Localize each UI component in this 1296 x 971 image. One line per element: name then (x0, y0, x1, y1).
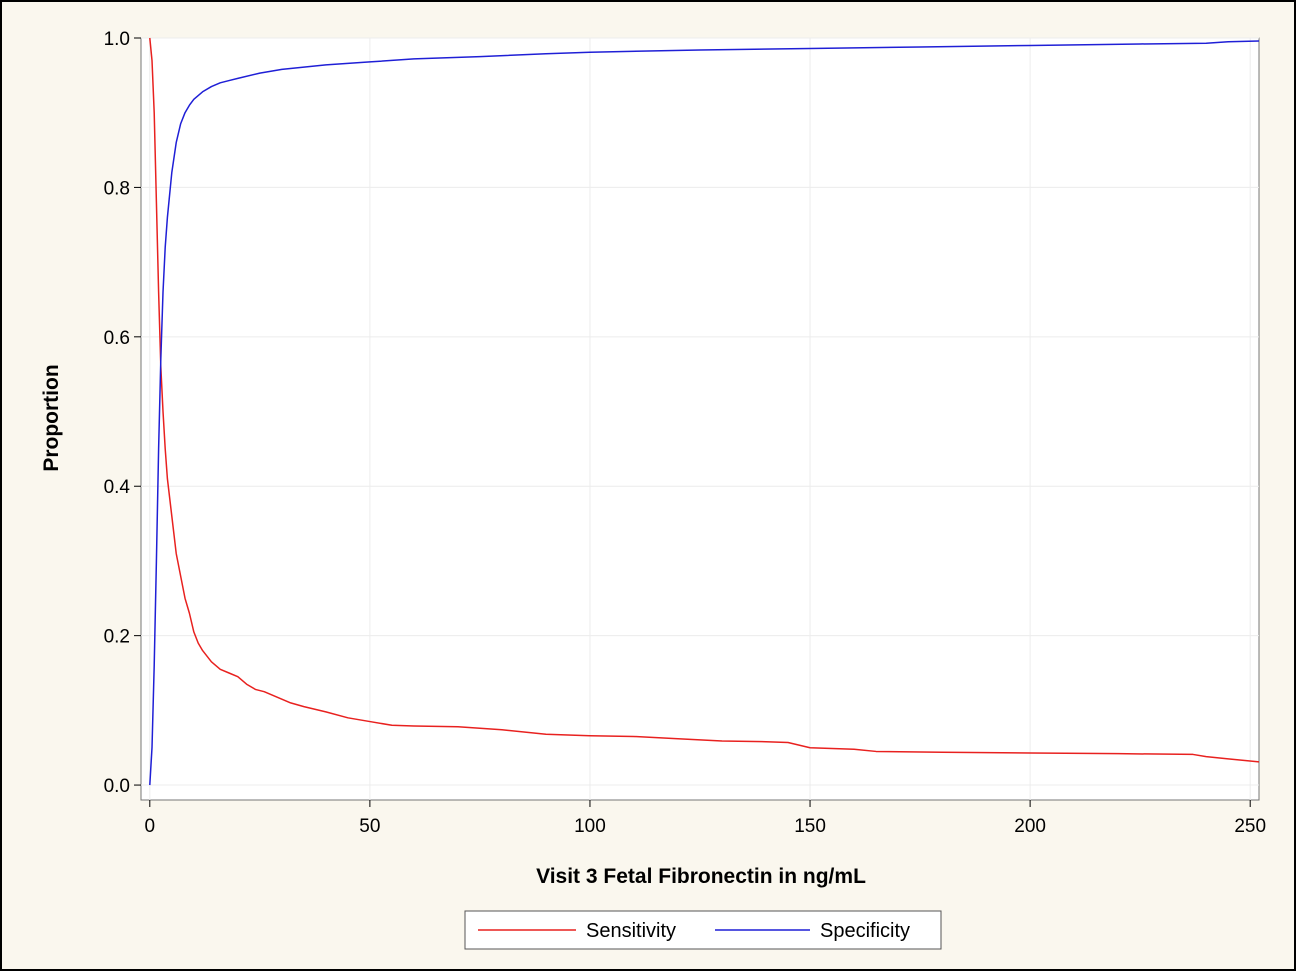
series-layer (149, 37, 1260, 786)
grid-lines (141, 37, 1259, 800)
y-axis-title: Proportion (40, 364, 63, 471)
plot-area (140, 37, 1260, 801)
y-tick-label: 0.6 (104, 328, 130, 349)
x-tick-label: 150 (794, 816, 826, 837)
series-line-specificity (149, 40, 1260, 786)
x-tick-label: 0 (145, 816, 156, 837)
y-tick-label: 0.4 (104, 477, 131, 498)
y-tick-label: 0.2 (104, 627, 130, 648)
legend-label-specificity: Specificity (820, 920, 910, 942)
x-tick-label: 50 (359, 816, 380, 837)
x-tick-label: 250 (1234, 816, 1266, 837)
x-axis-title: Visit 3 Fetal Fibronectin in ng/mL (536, 865, 866, 888)
axes: 0 50 100 150 200 250 0.0 0.2 0.4 0.6 0.8 1.0 (104, 29, 1266, 837)
series-line-sensitivity (149, 37, 1260, 763)
x-tick-label: 200 (1014, 816, 1046, 837)
chart-svg: 0 50 100 150 200 250 0.0 0.2 0.4 0.6 0.8 1.0 Visit … (40, 29, 1266, 950)
legend-label-sensitivity: Sensitivity (586, 920, 676, 942)
x-tick-label: 100 (574, 816, 606, 837)
y-tick-label: 1.0 (104, 29, 130, 50)
legend: Sensitivity Specificity (464, 910, 942, 950)
y-tick-label: 0.8 (104, 178, 130, 199)
y-tick-label: 0.0 (104, 776, 130, 797)
